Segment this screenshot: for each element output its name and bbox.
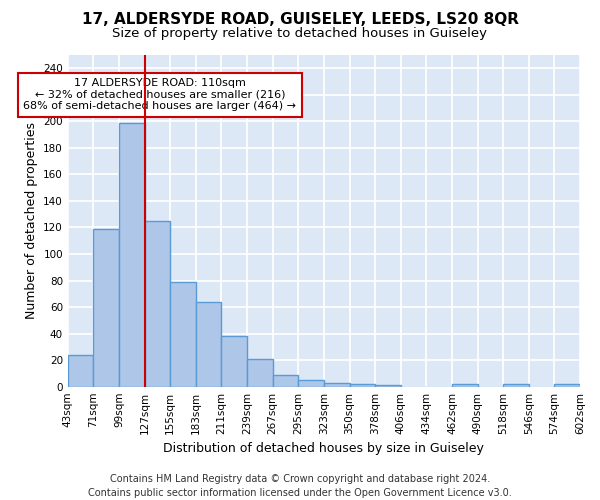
Bar bbox=[298, 380, 324, 386]
Bar bbox=[221, 336, 247, 386]
Text: Contains HM Land Registry data © Crown copyright and database right 2024.
Contai: Contains HM Land Registry data © Crown c… bbox=[88, 474, 512, 498]
Bar bbox=[324, 382, 350, 386]
Bar bbox=[272, 374, 298, 386]
Text: 17 ALDERSYDE ROAD: 110sqm
← 32% of detached houses are smaller (216)
68% of semi: 17 ALDERSYDE ROAD: 110sqm ← 32% of detac… bbox=[23, 78, 296, 112]
Bar bbox=[503, 384, 529, 386]
Bar bbox=[94, 229, 119, 386]
Bar bbox=[247, 359, 272, 386]
Bar bbox=[196, 302, 221, 386]
Bar bbox=[452, 384, 478, 386]
Y-axis label: Number of detached properties: Number of detached properties bbox=[25, 122, 38, 320]
Bar bbox=[170, 282, 196, 387]
Bar bbox=[350, 384, 375, 386]
Text: 17, ALDERSYDE ROAD, GUISELEY, LEEDS, LS20 8QR: 17, ALDERSYDE ROAD, GUISELEY, LEEDS, LS2… bbox=[82, 12, 518, 28]
Bar bbox=[68, 355, 94, 386]
Bar bbox=[554, 384, 580, 386]
Text: Size of property relative to detached houses in Guiseley: Size of property relative to detached ho… bbox=[113, 28, 487, 40]
X-axis label: Distribution of detached houses by size in Guiseley: Distribution of detached houses by size … bbox=[163, 442, 484, 455]
Bar bbox=[119, 122, 145, 386]
Bar bbox=[145, 221, 170, 386]
